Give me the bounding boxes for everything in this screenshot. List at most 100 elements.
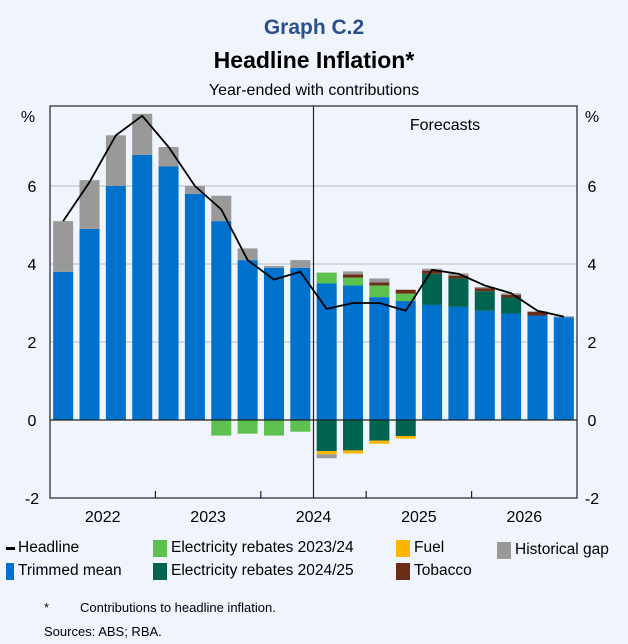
legend-label: Electricity rebates 2023/24: [171, 539, 354, 556]
bar-segment-fuel: [369, 440, 390, 444]
bar-segment-historical-gap: [316, 454, 337, 459]
legend-item-elec-2425: Electricity rebates 2024/25: [153, 562, 354, 580]
bar-segment-historical-gap: [132, 113, 153, 155]
bar-segment-electricity-rebates-2023-24: [290, 420, 311, 432]
legend-item-fuel: Fuel: [396, 539, 444, 557]
bar-segment-trimmed-mean: [290, 267, 311, 420]
y-tick-label-right: 2: [588, 335, 597, 352]
y-tick-label-left: 2: [28, 335, 37, 352]
x-tick-label: 2023: [190, 509, 226, 526]
y-tick-label-right: 6: [588, 179, 597, 196]
y-unit-left: %: [21, 109, 35, 126]
bar-segment-tobacco: [395, 289, 416, 294]
bar-segment-trimmed-mean: [79, 228, 100, 420]
y-tick-label-left: 6: [28, 179, 37, 196]
graph-label: Graph C.2: [263, 16, 365, 39]
bar-segment-trimmed-mean: [211, 221, 232, 420]
bar-segment-electricity-rebates-2024-25: [474, 291, 495, 311]
bar-segment-electricity-rebates-2023-24: [263, 420, 284, 436]
bar-segment-electricity-rebates-2024-25: [369, 420, 390, 441]
sources: Sources: ABS; RBA.: [44, 624, 162, 639]
y-tick-label-left: 0: [28, 413, 37, 430]
bar-segment-electricity-rebates-2024-25: [448, 278, 469, 307]
bar-segment-trimmed-mean: [553, 317, 574, 420]
swatch-icon: [153, 562, 167, 580]
bar-segment-electricity-rebates-2023-24: [316, 272, 337, 284]
bar-segment-electricity-rebates-2024-25: [343, 420, 364, 451]
bar-segment-trimmed-mean: [316, 283, 337, 420]
bar-segment-trimmed-mean: [422, 304, 443, 420]
bar-segment-historical-gap: [263, 265, 284, 268]
bar-segment-historical-gap: [79, 180, 100, 229]
swatch-icon: [153, 539, 167, 557]
bar-segment-electricity-rebates-2023-24: [343, 277, 364, 286]
bar-segment-historical-gap: [553, 316, 574, 318]
bar-segment-historical-gap: [474, 287, 495, 289]
bar-segment-tobacco: [474, 288, 495, 292]
bar-segment-trimmed-mean: [53, 271, 74, 420]
swatch-icon: [6, 562, 14, 580]
legend-label: Electricity rebates 2024/25: [171, 562, 354, 579]
bars: [53, 113, 574, 459]
y-tick-label-right: 4: [588, 257, 597, 274]
footnote-text: Contributions to headline inflation.: [80, 600, 276, 615]
bar-segment-trimmed-mean: [474, 310, 495, 420]
bar-segment-trimmed-mean: [132, 154, 153, 421]
bar-segment-trimmed-mean: [501, 313, 522, 420]
bar-segment-tobacco: [527, 311, 548, 316]
bar-segment-trimmed-mean: [343, 285, 364, 420]
bar-segment-electricity-rebates-2023-24: [237, 420, 258, 434]
bar-segment-tobacco: [448, 275, 469, 279]
bar-segment-electricity-rebates-2023-24: [211, 420, 232, 436]
bar-segment-fuel: [343, 450, 364, 454]
y-unit-right: %: [585, 109, 599, 126]
footnote-marker: *: [44, 600, 50, 615]
legend-label: Headline: [18, 539, 80, 556]
bar-segment-trimmed-mean: [158, 166, 179, 420]
x-tick-label: 2026: [507, 509, 543, 526]
axes: -2 -2 0 0 2 2 4 4 6 6 2022 2023 2024 2025 2026: [25, 105, 599, 526]
bar-segment-trimmed-mean: [263, 267, 284, 420]
chart: -2 -2 0 0 2 2 4 4 6 6 2022 2023 2024 2025 2026 % % For…: [21, 105, 599, 526]
bar-segment-trimmed-mean: [237, 260, 258, 420]
line-swatch-icon: [6, 546, 15, 550]
bar-segment-tobacco: [369, 282, 390, 286]
y-tick-label-right: -2: [585, 491, 599, 508]
legend-item-elec-2324: Electricity rebates 2023/24: [153, 539, 354, 557]
bar-segment-fuel: [316, 451, 337, 455]
bar-segment-tobacco: [422, 270, 443, 274]
legend-label: Fuel: [414, 539, 445, 556]
bar-segment-trimmed-mean: [184, 193, 205, 420]
bar-segment-electricity-rebates-2024-25: [422, 273, 443, 305]
bar-segment-historical-gap: [290, 260, 311, 268]
bar-segment-trimmed-mean: [105, 186, 126, 420]
bar-segment-trimmed-mean: [395, 301, 416, 420]
bar-segment-trimmed-mean: [369, 297, 390, 420]
headline-series-line: [62, 114, 565, 318]
legend-label: Trimmed mean: [18, 562, 122, 579]
bar-segment-historical-gap: [158, 147, 179, 167]
bar-segment-historical-gap: [343, 271, 364, 275]
bar-segment-electricity-rebates-2024-25: [501, 297, 522, 314]
x-tick-label: 2024: [296, 509, 332, 526]
legend-item-headline: Headline: [6, 539, 79, 557]
bar-segment-historical-gap: [184, 186, 205, 194]
y-tick-label-left: -2: [25, 491, 39, 508]
bar-segment-historical-gap: [105, 135, 126, 186]
bar-segment-trimmed-mean: [448, 306, 469, 420]
bar-segment-tobacco: [501, 294, 522, 298]
bar-segment-historical-gap: [237, 248, 258, 261]
forecasts-annotation: Forecasts: [410, 117, 480, 134]
legend-item-trimmed-mean: Trimmed mean: [6, 562, 122, 580]
bar-segment-fuel: [395, 435, 416, 439]
swatch-icon: [497, 541, 511, 559]
chart-title: Headline Inflation*: [213, 47, 415, 73]
y-tick-label-right: 0: [588, 413, 597, 430]
headline-line: [62, 114, 565, 318]
bar-segment-electricity-rebates-2024-25: [316, 420, 337, 452]
bar-segment-historical-gap: [369, 278, 390, 283]
bar-segment-tobacco: [343, 274, 364, 278]
swatch-icon: [396, 562, 410, 580]
bar-segment-electricity-rebates-2024-25: [395, 420, 416, 436]
x-tick-label: 2025: [401, 509, 437, 526]
